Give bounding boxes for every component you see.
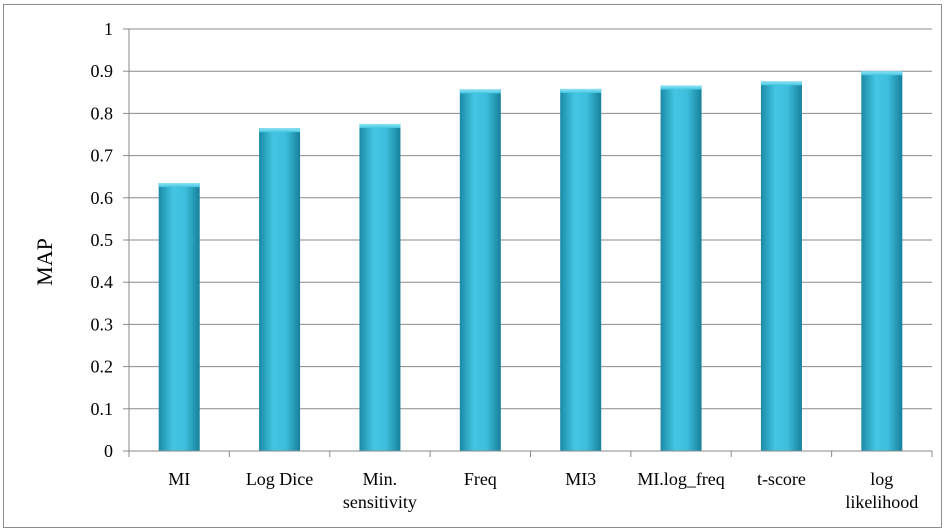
bar [560, 88, 602, 451]
y-tick-label: 1 [104, 19, 113, 39]
x-category-label-line: Freq [464, 469, 497, 489]
x-category-label-line: Min. [363, 469, 398, 489]
y-tick-label: 0.5 [91, 230, 114, 250]
bar [861, 71, 903, 451]
x-category-labels: MI Log Dice Min. sensitivity Freq MI3 MI.log_f… [168, 469, 918, 512]
y-tick-label: 0.8 [91, 103, 114, 123]
y-tick-labels: 0 0.1 0.2 0.3 0.4 0.5 0.6 0.7 0.8 0.9 1 [91, 19, 114, 461]
y-tick-label: 0.3 [91, 314, 114, 334]
y-tick-label: 0.7 [91, 146, 114, 166]
bar-top-highlight [660, 85, 702, 90]
bar-top-highlight [760, 81, 802, 86]
x-category-label: MI3 [565, 469, 596, 489]
x-category-label-line: sensitivity [343, 492, 417, 512]
y-tick-label: 0.6 [91, 188, 114, 208]
y-tick-label: 0 [104, 441, 113, 461]
bar-top-highlight [158, 183, 200, 188]
y-tick-label: 0.4 [91, 272, 114, 292]
bar-top-highlight [861, 71, 903, 76]
bars [158, 71, 903, 452]
y-tick-label: 0.2 [91, 357, 114, 377]
y-tick-label: 0.9 [91, 61, 114, 81]
bar-top-highlight [560, 88, 602, 93]
bar [660, 85, 702, 451]
x-category-label-line: MI3 [565, 469, 596, 489]
x-category-label: MI [168, 469, 190, 489]
x-category-label-line: likelihood [845, 492, 918, 512]
x-category-label-line: Log Dice [246, 469, 313, 489]
y-axis-title: MAP [32, 238, 57, 286]
bar-top-highlight [259, 128, 301, 133]
bar [259, 128, 301, 452]
x-category-label-line: MI [168, 469, 190, 489]
x-category-label-line: log [870, 469, 893, 489]
x-category-label: Min. sensitivity [343, 469, 417, 512]
x-category-label: MI.log_freq [637, 469, 724, 489]
bar [359, 123, 401, 451]
axes [123, 28, 933, 457]
bar-top-highlight [359, 123, 401, 128]
bar [158, 183, 200, 451]
x-category-label-line: MI.log_freq [637, 469, 724, 489]
bar [459, 89, 501, 451]
x-category-label: log likelihood [845, 469, 918, 512]
x-category-label: t-score [757, 469, 806, 489]
gridlines [129, 28, 932, 410]
x-category-label: Log Dice [246, 469, 313, 489]
x-category-label-line: t-score [757, 469, 806, 489]
y-tick-label: 0.1 [91, 399, 114, 419]
x-category-label: Freq [464, 469, 497, 489]
bar-top-highlight [459, 89, 501, 94]
bar [760, 81, 802, 451]
